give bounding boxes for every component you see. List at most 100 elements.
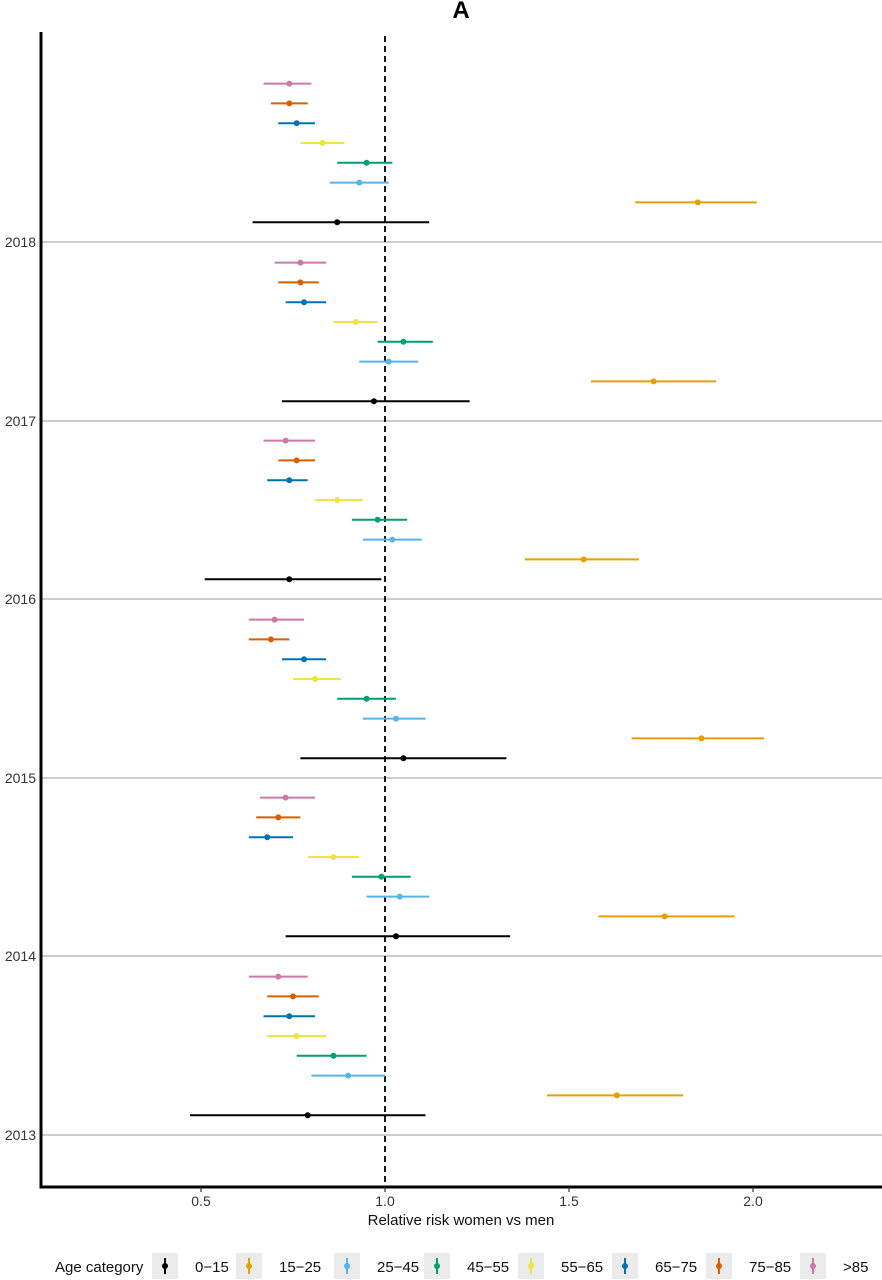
x-axis-title: Relative risk women vs men [368, 1212, 555, 1229]
x-tick-labels: 0.5 1.0 1.5 2.0 [191, 1193, 763, 1209]
legend-item-65-75: 65−75 [612, 1253, 697, 1279]
legend-key-point [528, 1263, 534, 1269]
point-0-15-2017 [370, 398, 377, 405]
point-75-85-2014 [275, 814, 282, 821]
point-65-75-2018 [293, 120, 300, 127]
legend-key-point [344, 1263, 350, 1269]
point-85-2015 [271, 616, 278, 623]
point-45-55-2013 [330, 1052, 337, 1059]
point-15-25-2018 [694, 199, 701, 206]
point-25-45-2017 [385, 358, 392, 365]
legend-label-65-75: 65−75 [655, 1259, 697, 1276]
point-0-15-2015 [400, 755, 407, 762]
legend-item-75-85: 75−85 [706, 1253, 791, 1279]
point-85-2018 [286, 80, 293, 87]
series-75-85 [248, 100, 319, 1000]
legend: Age category 0−15 15−25 25−45 45−55 55−65 65−… [55, 1253, 868, 1279]
point-65-75-2016 [286, 477, 293, 484]
legend-item-55-65: 55−65 [518, 1253, 603, 1279]
point-0-15-2018 [334, 219, 341, 226]
point-65-75-2014 [264, 834, 271, 841]
point-25-45-2018 [356, 179, 363, 186]
series-25-45 [311, 179, 430, 1079]
legend-item-45-55: 45−55 [424, 1253, 509, 1279]
point-75-85-2018 [286, 100, 293, 107]
point-45-55-2014 [378, 873, 385, 880]
point-85-2014 [282, 794, 289, 801]
point-75-85-2015 [267, 636, 274, 643]
y-tick-2018: 2018 [5, 234, 36, 250]
series-65-75 [248, 120, 327, 1020]
y-tick-2017: 2017 [5, 413, 36, 429]
series-15-25 [524, 199, 765, 1099]
x-tick-2-0: 2.0 [743, 1193, 763, 1209]
point-65-75-2013 [286, 1013, 293, 1020]
point-15-25-2013 [613, 1092, 620, 1099]
point-25-45-2014 [396, 893, 403, 900]
series-55-65 [267, 140, 378, 1039]
point-0-15-2016 [286, 576, 293, 583]
legend-label-75-85: 75−85 [749, 1259, 791, 1276]
point-55-65-2014 [330, 854, 337, 860]
point-15-25-2017 [650, 378, 657, 385]
point-25-45-2016 [389, 536, 396, 543]
series-0-15 [189, 219, 511, 1119]
year-gridlines [41, 241, 882, 1136]
legend-key-point [162, 1263, 168, 1269]
point-65-75-2015 [301, 656, 308, 663]
x-tick-1-5: 1.5 [559, 1193, 579, 1209]
legend-item-0-15: 0−15 [152, 1253, 229, 1279]
point-55-65-2016 [334, 497, 341, 503]
point-15-25-2016 [580, 556, 587, 563]
legend-label-85: >85 [843, 1259, 868, 1276]
legend-label-55-65: 55−65 [561, 1259, 603, 1276]
y-tick-2015: 2015 [5, 770, 36, 786]
point-25-45-2013 [345, 1072, 352, 1079]
point-75-85-2017 [297, 279, 304, 286]
panel-title: A [452, 0, 469, 24]
legend-label-45-55: 45−55 [467, 1259, 509, 1276]
point-45-55-2017 [400, 338, 407, 345]
point-45-55-2018 [363, 159, 370, 166]
point-75-85-2013 [290, 993, 296, 1000]
legend-key-point [716, 1263, 722, 1269]
point-85-2013 [275, 973, 282, 980]
legend-item-25-45: 25−45 [334, 1253, 419, 1279]
x-tick-0-5: 0.5 [191, 1193, 211, 1209]
legend-item-85: >85 [800, 1253, 868, 1279]
point-85-2017 [297, 259, 304, 266]
series-85 [248, 80, 327, 980]
x-tick-1-0: 1.0 [375, 1193, 395, 1209]
y-tick-2013: 2013 [5, 1127, 36, 1143]
series-45-55 [296, 159, 433, 1059]
y-tick-2014: 2014 [5, 948, 36, 964]
legend-key-point [622, 1263, 628, 1269]
point-15-25-2014 [661, 913, 668, 920]
legend-key-point [246, 1263, 252, 1269]
point-0-15-2013 [304, 1112, 311, 1119]
point-55-65-2015 [312, 676, 319, 682]
point-55-65-2018 [319, 140, 326, 146]
point-0-15-2014 [393, 933, 400, 940]
point-25-45-2015 [393, 715, 400, 722]
point-15-25-2015 [698, 735, 705, 742]
axes [39, 32, 882, 1192]
point-55-65-2017 [352, 319, 359, 325]
point-45-55-2016 [374, 516, 381, 523]
legend-item-15-25: 15−25 [236, 1253, 321, 1279]
legend-label-15-25: 15−25 [279, 1259, 321, 1276]
y-tick-2016: 2016 [5, 591, 36, 607]
legend-title: Age category [55, 1259, 144, 1276]
legend-key-point [810, 1263, 816, 1269]
point-85-2016 [282, 437, 289, 444]
legend-label-0-15: 0−15 [195, 1259, 229, 1276]
point-55-65-2013 [293, 1033, 300, 1039]
legend-key-point [434, 1263, 440, 1269]
point-45-55-2015 [363, 695, 370, 702]
point-75-85-2016 [293, 457, 300, 464]
y-tick-labels: 2013 2014 2015 2016 2017 2018 [5, 234, 36, 1143]
data-series [189, 80, 765, 1119]
legend-label-25-45: 25−45 [377, 1259, 419, 1276]
point-65-75-2017 [301, 299, 308, 306]
